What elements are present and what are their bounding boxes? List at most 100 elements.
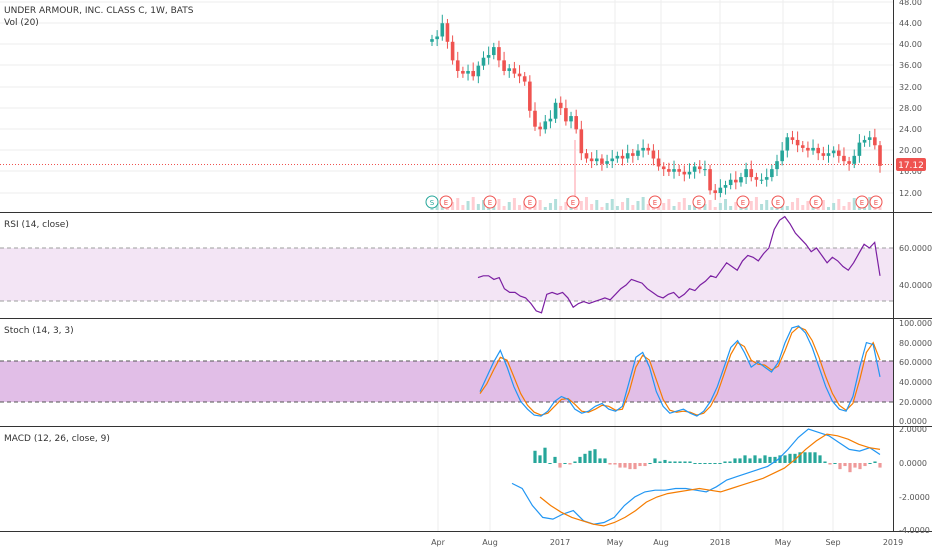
macd-tick-label: 2.0000: [899, 425, 927, 434]
candle-body: [656, 158, 661, 167]
volume-bar: [754, 197, 758, 210]
stoch-series: [479, 325, 881, 417]
volume-bar: [842, 206, 846, 210]
candle-body: [579, 129, 584, 154]
macd-hist-bar: [833, 463, 837, 464]
time-tick-label: Sep: [825, 538, 840, 547]
time-tick-label: 2017: [550, 538, 570, 547]
event-marker[interactable]: [439, 195, 453, 209]
volume-bar: [533, 204, 537, 210]
candle-body: [713, 190, 718, 193]
volume-bar: [461, 205, 465, 210]
volume-bar: [615, 206, 619, 210]
volume-bar: [451, 202, 455, 210]
macd-hist-bar: [598, 458, 602, 463]
macd-hist-bar: [648, 463, 652, 464]
volume-bar: [564, 202, 568, 210]
macd-hist-bar: [663, 459, 667, 463]
macd-hist-bar: [758, 458, 762, 463]
candle-body: [651, 150, 656, 159]
volume-bar: [631, 205, 635, 210]
volume-bar: [729, 206, 733, 210]
macd-series: [511, 428, 881, 527]
volume-bar: [708, 200, 712, 210]
price-tick-label: 24.00: [899, 125, 922, 134]
event-marker[interactable]: [648, 195, 662, 209]
macd-hist-bar: [748, 458, 752, 463]
macd-hist-bar: [653, 458, 657, 463]
candle-body: [553, 102, 558, 119]
volume-bar: [760, 204, 764, 210]
macd-hist-bar: [878, 463, 882, 468]
stoch-d-line: [479, 326, 881, 416]
volume-bar: [724, 199, 728, 210]
event-marker[interactable]: [523, 195, 537, 209]
volume-bar: [770, 207, 774, 210]
volume-bar: [806, 201, 810, 210]
macd-hist-bar: [593, 449, 597, 463]
candle-body: [867, 137, 872, 140]
candle-body: [806, 147, 810, 151]
macd-hist-bar: [658, 461, 662, 463]
candle-body: [723, 185, 728, 188]
candle-body: [672, 169, 676, 172]
macd-histogram: [533, 447, 882, 473]
stoch-tick-label: 0.0000: [899, 417, 927, 426]
candle-body: [667, 169, 671, 172]
volume-bar: [852, 198, 856, 210]
time-tick-label: Apr: [431, 538, 446, 547]
volume-bar: [749, 201, 753, 210]
candle-body: [816, 147, 821, 154]
event-marker[interactable]: [771, 195, 785, 209]
volume-bar: [584, 197, 588, 210]
volume-bar: [466, 201, 470, 210]
volume-bar: [636, 201, 640, 210]
macd-hist-bar: [818, 455, 822, 463]
event-marker[interactable]: [483, 195, 497, 209]
volume-bar: [621, 202, 625, 210]
event-marker[interactable]: [425, 195, 439, 209]
price-badge-text: 17.12: [898, 161, 924, 171]
rsi-tick-label: 60.0000: [899, 244, 932, 253]
candle-body: [770, 169, 774, 178]
volume-bar: [538, 200, 542, 210]
event-marker[interactable]: [566, 195, 580, 209]
volume-bar: [682, 198, 686, 210]
signal-line: [539, 433, 881, 527]
time-tick-label: 2019: [883, 538, 903, 547]
candle-body: [461, 70, 465, 74]
macd-hist-bar: [713, 463, 717, 464]
candle-body: [548, 118, 553, 122]
rsi-line: [477, 215, 881, 314]
candle-body: [728, 179, 733, 186]
candle-body: [471, 70, 475, 77]
event-marker[interactable]: [692, 195, 706, 209]
candle-body: [826, 153, 831, 156]
macd-hist-bar: [783, 455, 787, 463]
candle-body: [785, 137, 790, 151]
volume-bar: [796, 198, 800, 210]
stoch-tick-label: 60.0000: [899, 358, 932, 367]
volume-bar: [476, 204, 480, 210]
volume-bar: [734, 202, 738, 210]
event-marker-letter: E: [488, 199, 492, 207]
event-marker[interactable]: [869, 195, 883, 209]
candle-body: [862, 139, 867, 143]
candle-body: [646, 147, 651, 151]
macd-tick-label: -4.0000: [899, 526, 930, 535]
macd-hist-bar: [743, 455, 747, 463]
candle-body: [837, 150, 841, 156]
event-marker[interactable]: [736, 195, 750, 209]
candle-body: [584, 153, 589, 159]
candle-body: [440, 23, 445, 37]
event-marker-letter: E: [528, 199, 532, 207]
time-tick-label: Aug: [653, 538, 669, 547]
stoch-label: Stoch (14, 3, 3): [4, 326, 74, 336]
rsi-tick-label: 40.0000: [899, 281, 932, 290]
event-marker[interactable]: [809, 195, 823, 209]
candle-body: [528, 81, 532, 111]
volume-bar: [718, 203, 722, 210]
volume-bar: [543, 207, 547, 210]
event-marker[interactable]: [855, 195, 869, 209]
